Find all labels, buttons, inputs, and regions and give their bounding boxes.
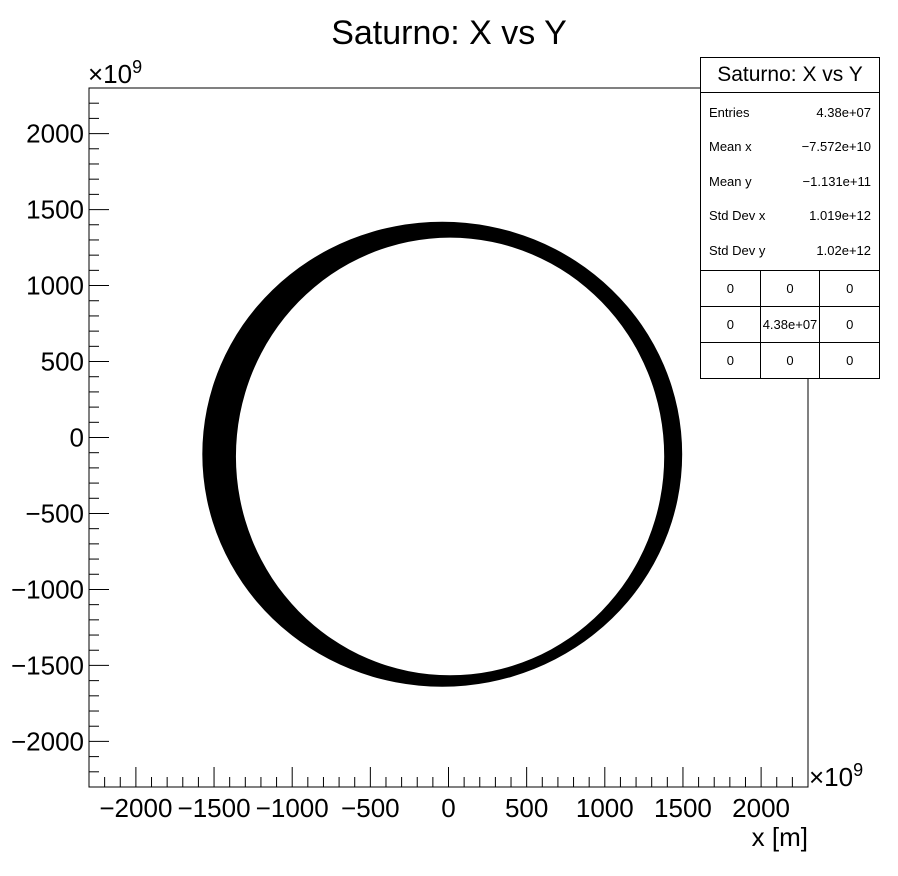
x-tick-label: 1000	[576, 793, 634, 823]
stats-grid-row: 0 0 0	[701, 342, 879, 378]
stats-label: Entries	[709, 104, 750, 120]
orbit-band	[202, 221, 683, 687]
stats-grid-cell: 0	[846, 280, 854, 296]
x-tick-label: 2000	[732, 793, 790, 823]
stats-grid-cell: 0	[846, 352, 854, 368]
stats-value: 1.02e+12	[816, 242, 871, 258]
stats-grid-cell: 0	[761, 342, 821, 378]
x-axis-multiplier: ×109	[809, 760, 863, 792]
chart-title: Saturno: X vs Y	[331, 14, 567, 52]
stats-grid-cell: 4.38e+07	[761, 306, 821, 342]
stats-grid-cell: 0	[701, 270, 761, 306]
stats-grid-row: 0 0 0	[701, 270, 879, 307]
x-axis	[88, 767, 809, 787]
y-tick-label: 0	[70, 423, 84, 453]
stats-row-entries: Entries 4.38e+07	[701, 95, 879, 130]
x-tick-label: 1500	[654, 793, 712, 823]
stats-value: 4.38e+07	[816, 104, 871, 120]
x-tick-label: 0	[441, 793, 455, 823]
x-tick-label: −2000	[99, 793, 172, 823]
stats-label: Mean y	[709, 173, 752, 189]
stats-row-mean-y: Mean y −1.131e+11	[701, 164, 879, 199]
stats-value: −1.131e+11	[802, 173, 871, 189]
stats-value: 1.019e+12	[809, 208, 871, 224]
y-tick-label: −2000	[11, 726, 84, 756]
y-tick-label: 500	[41, 347, 84, 377]
y-tick-label: −1500	[11, 650, 84, 680]
stats-grid-cell: 0	[701, 306, 761, 342]
x-tick-labels: −2000 −1500 −1000 −500 0 500 1000 1500 2000	[99, 793, 790, 823]
stats-row-std-dev-x: Std Dev x 1.019e+12	[701, 199, 879, 234]
stats-label: Std Dev x	[709, 208, 766, 224]
y-tick-label: −1000	[11, 574, 84, 604]
y-tick-label: −500	[25, 498, 84, 528]
stats-grid-row: 0 4.38e+07 0	[701, 306, 879, 343]
stats-rows: Entries 4.38e+07 Mean x −7.572e+10 Mean …	[701, 93, 879, 271]
y-axis	[89, 87, 109, 788]
stats-grid-cell: 0	[761, 270, 821, 306]
stats-label: Mean x	[709, 139, 752, 155]
stats-box: Saturno: X vs Y Entries 4.38e+07 Mean x …	[700, 57, 880, 379]
stats-grid: 0 0 0 0 4.38e+07 0 0 0 0	[701, 270, 879, 378]
y-tick-label: 2000	[26, 119, 84, 149]
stats-row-std-dev-y: Std Dev y 1.02e+12	[701, 233, 879, 268]
y-tick-labels: −2000 −1500 −1000 −500 0 500 1000 1500 2000	[11, 119, 84, 757]
stats-label: Std Dev y	[709, 242, 766, 258]
x-tick-label: −1000	[256, 793, 329, 823]
x-tick-label: −1500	[178, 793, 251, 823]
y-axis-multiplier: ×109	[88, 57, 142, 89]
stats-row-mean-x: Mean x −7.572e+10	[701, 130, 879, 165]
stats-value: −7.572e+10	[801, 139, 871, 155]
x-axis-title: x [m]	[752, 822, 808, 852]
x-tick-label: −500	[341, 793, 400, 823]
stats-grid-cell: 0	[846, 316, 854, 332]
stats-title: Saturno: X vs Y	[701, 58, 879, 93]
y-tick-label: 1500	[26, 195, 84, 225]
y-tick-label: 1000	[26, 271, 84, 301]
x-tick-label: 500	[505, 793, 548, 823]
stats-grid-cell: 0	[701, 342, 761, 378]
